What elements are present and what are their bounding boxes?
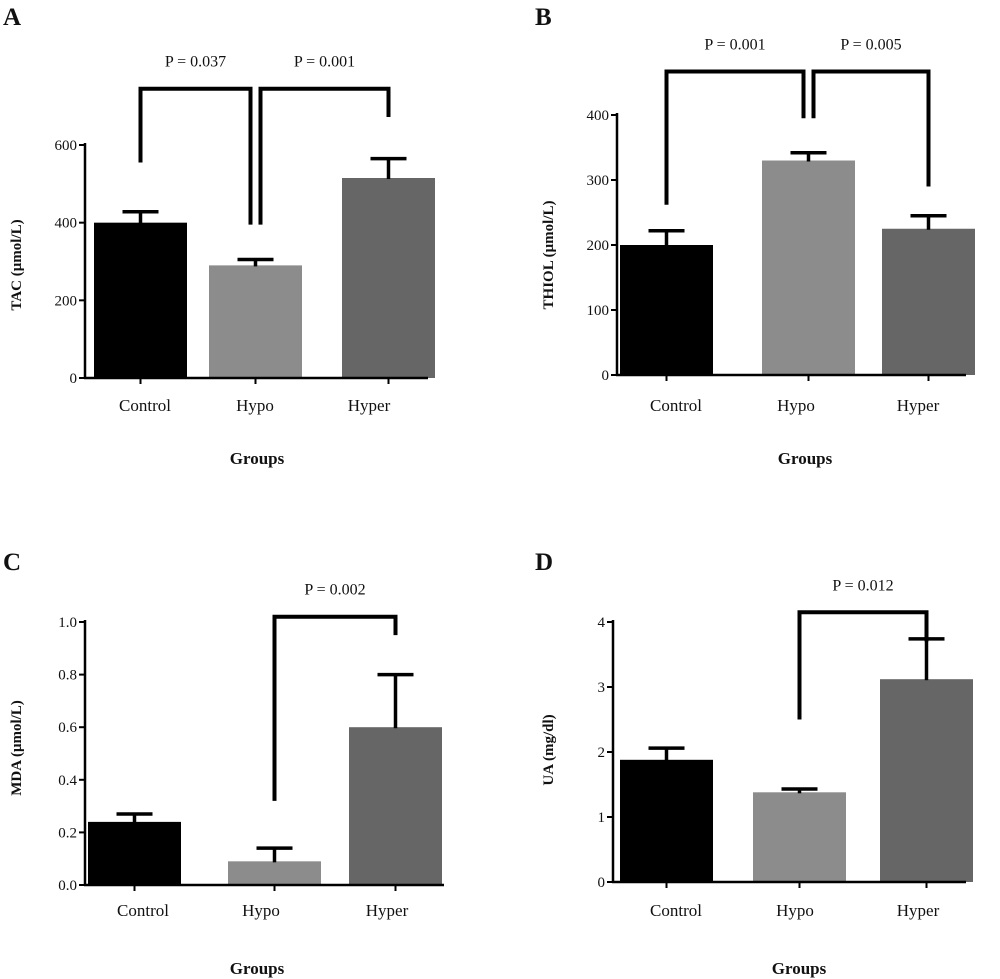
panel-b-bar-hypo (762, 160, 855, 375)
panel-b-y-tick-label: 400 (587, 108, 610, 124)
panel-b-significance-bracket (811, 69, 931, 187)
panel-d-y-tick-label: 2 (598, 745, 606, 761)
panel-c-p-value-label: P = 0.002 (304, 582, 365, 599)
panel-c-category-label-hypo: Hypo (242, 901, 280, 920)
panel-b-category-label-control: Control (650, 396, 702, 415)
panel-b-bar-hyper (882, 228, 975, 375)
panel-c-error-bar-hypo (256, 846, 293, 863)
panel-a-bar-control (94, 222, 187, 378)
panel-c-y-tick-label: 0.0 (58, 878, 77, 894)
panel-c-y-tick-label: 1.0 (58, 615, 77, 631)
panel-d-category-label-hyper: Hyper (897, 901, 940, 920)
panel-d-error-bar-control (648, 746, 685, 761)
panel-b-letter: B (535, 4, 552, 31)
panel-c-category-label-control: Control (117, 901, 169, 920)
panel-b-y-axis-label: THIOL (μmol/L) (541, 201, 557, 310)
panel-a-error-bar-hyper (370, 156, 407, 180)
panel-c-category-label-hyper: Hyper (366, 901, 409, 920)
panel-a-p-value-label: P = 0.037 (165, 54, 226, 71)
panel-c-x-axis-label: Groups (230, 959, 285, 978)
panel-d-x-axis-label: Groups (772, 959, 827, 978)
panel-d-p-value-label: P = 0.012 (832, 577, 893, 594)
panel-b-y-tick-label: 100 (587, 303, 610, 319)
panel-a-plot: Control Hypo Hyper 0 200 400 600 P = 0.037 P = 0… (55, 54, 435, 415)
panel-a-y-tick-label: 600 (55, 138, 78, 154)
panel-b: B THIOL (μmol/L) Groups Control Hypo Hyper… (535, 4, 975, 468)
panel-d-y-tick-label: 1 (598, 810, 606, 826)
panel-b-plot: Control Hypo Hyper 0 100 200 300 400 P = 0.001 P … (587, 36, 975, 415)
panel-b-p-value-label: P = 0.001 (704, 36, 765, 53)
panel-c: C MDA (μmol/L) Groups Control Hypo Hyper 0.… (3, 549, 444, 978)
panel-a-category-label-hyper: Hyper (348, 396, 391, 415)
panel-b-significance-bracket (664, 69, 806, 205)
panel-d-significance-bracket (797, 610, 929, 720)
panel-b-error-bar-hypo (790, 150, 827, 162)
panel-b-error-bar-control (648, 228, 685, 246)
panel-d-category-label-control: Control (650, 901, 702, 920)
panel-d-error-bar-hyper (908, 637, 945, 681)
panel-a-category-label-control: Control (119, 396, 171, 415)
panel-a-y-axis-label: TAC (μmol/L) (9, 219, 25, 310)
panel-a-y-tick-label: 0 (70, 371, 78, 387)
panel-c-y-axis-label: MDA (μmol/L) (9, 700, 25, 796)
panel-d-plot: Control Hypo Hyper 0 1 2 3 4 P = 0.012 (598, 577, 973, 920)
panel-c-error-bar-control (116, 812, 153, 823)
panel-d-bar-hyper (880, 679, 973, 882)
panel-a-significance-bracket (138, 86, 253, 225)
panel-a-error-bar-control (122, 210, 159, 224)
panel-c-y-tick-label: 0.4 (58, 773, 77, 789)
panel-c-y-tick-label: 0.6 (58, 720, 77, 736)
panel-c-bar-control (88, 821, 181, 885)
panel-d: D UA (mg/dl) Groups Control Hypo Hyper 0 1 2 3… (535, 549, 973, 978)
panel-d-letter: D (535, 549, 553, 576)
panel-d-bar-hypo (753, 792, 846, 882)
panel-a-bar-hypo (209, 265, 302, 378)
panel-d-y-tick-label: 4 (598, 615, 606, 631)
panel-c-plot: Control Hypo Hyper 0.0 0.2 0.4 0.6 0.8 1.0 P = 0.… (58, 582, 444, 920)
panel-b-y-tick-label: 200 (587, 238, 610, 254)
panel-d-y-tick-label: 0 (598, 875, 606, 891)
panel-a-p-value-label: P = 0.001 (294, 54, 355, 71)
panel-c-bar-hyper (349, 727, 442, 885)
panel-d-y-axis-label: UA (mg/dl) (541, 714, 557, 785)
panel-d-bar-control (620, 759, 713, 882)
panel-c-y-tick-label: 0.8 (58, 668, 77, 684)
panel-b-y-tick-label: 0 (602, 368, 610, 384)
panel-c-letter: C (3, 549, 21, 576)
panel-b-error-bar-hyper (910, 214, 947, 230)
panel-d-category-label-hypo: Hypo (776, 901, 814, 920)
panel-b-bar-control (620, 245, 713, 375)
panel-a-letter: A (3, 4, 21, 31)
panel-b-p-value-label: P = 0.005 (840, 36, 901, 53)
panel-d-y-tick-label: 3 (598, 680, 606, 696)
panel-b-y-tick-label: 300 (587, 173, 610, 189)
panel-a-error-bar-hypo (237, 257, 274, 267)
panel-a-bar-hyper (342, 178, 435, 378)
panel-a: A TAC (μmol/L) Groups Control Hypo Hyper 0 2… (3, 4, 435, 468)
panel-a-significance-bracket (258, 86, 391, 225)
panel-b-x-axis-label: Groups (778, 449, 833, 468)
panel-b-category-label-hyper: Hyper (897, 396, 940, 415)
panel-c-bar-hypo (228, 861, 321, 885)
panel-c-error-bar-hyper (377, 672, 414, 729)
panel-d-error-bar-hypo (781, 787, 818, 794)
panel-a-category-label-hypo: Hypo (236, 396, 274, 415)
panel-a-y-tick-label: 200 (55, 293, 78, 309)
panel-a-x-axis-label: Groups (230, 449, 285, 468)
panel-a-y-tick-label: 400 (55, 216, 78, 232)
panel-c-significance-bracket (272, 614, 398, 801)
panel-c-y-tick-label: 0.2 (58, 825, 77, 841)
panel-b-category-label-hypo: Hypo (777, 396, 815, 415)
